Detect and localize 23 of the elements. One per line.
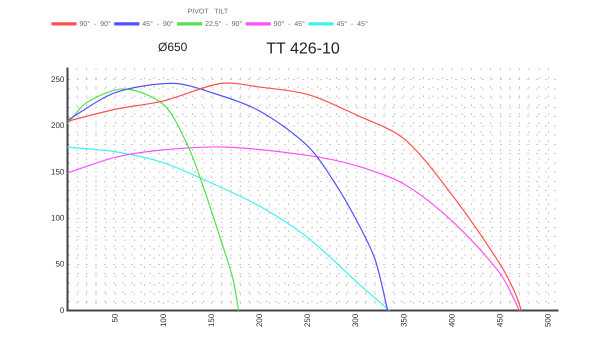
x-tick-label: 350	[399, 313, 408, 328]
line-series	[67, 146, 520, 311]
line-series	[67, 88, 240, 311]
y-tick-label: 150	[50, 167, 65, 176]
x-tick-label: 100	[158, 313, 168, 328]
x-tick-label: 150	[206, 313, 216, 328]
text: Ø650	[158, 40, 188, 54]
x-tick-label: 400	[447, 313, 456, 328]
x-tick-label: 500	[544, 313, 553, 328]
x-tick-label: 50	[110, 313, 120, 323]
y-tick-label: 50	[55, 260, 65, 269]
line-series	[67, 82, 388, 311]
y-tick-label: 200	[50, 121, 65, 130]
y-tick-label: 100	[50, 213, 65, 222]
chart-title: TT 426-10	[266, 40, 340, 58]
x-tick-label: 200	[254, 313, 264, 328]
line-series	[67, 146, 390, 311]
line-series	[67, 82, 522, 311]
x-tick-label: 450	[495, 313, 504, 328]
x-tick-label: 250	[303, 313, 312, 328]
x-tick-label: 300	[351, 313, 360, 328]
y-tick-label: 0	[60, 306, 65, 315]
y-tick-label: 250	[50, 74, 65, 84]
